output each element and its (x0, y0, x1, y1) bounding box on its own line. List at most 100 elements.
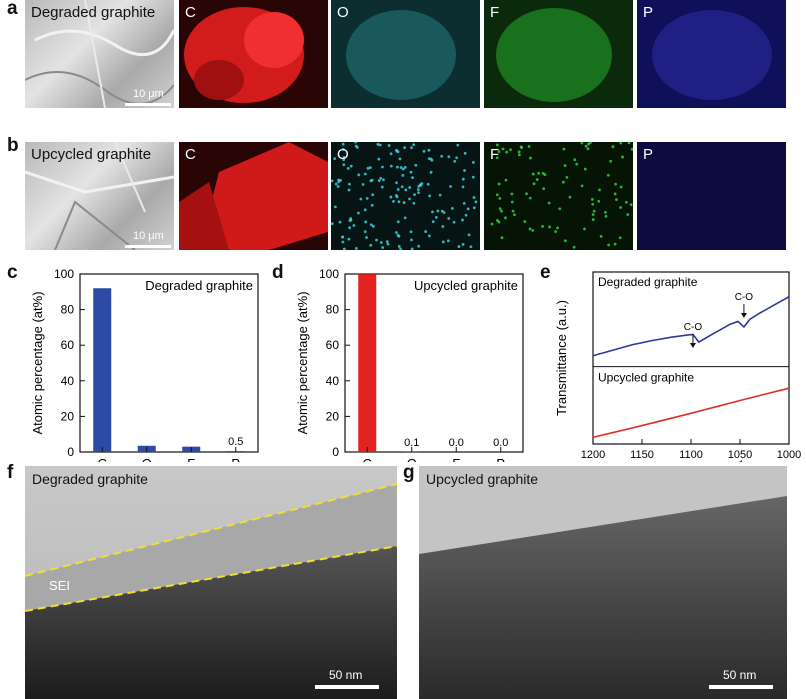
bar-chart-upcycled: 0 20 40 60 80 100 C O 0.1 F 0.0 P 0.0 Upcycled graphi… (295, 267, 524, 462)
plot-frame (344, 273, 524, 453)
edx-dot (429, 170, 433, 174)
edx-dot (471, 161, 475, 164)
edx-map-f-upcycled: F (484, 142, 633, 250)
annotation-label: C-O (735, 292, 754, 303)
edx-dot (342, 155, 346, 159)
edx-dot (528, 227, 532, 231)
edx-dot (619, 185, 623, 189)
y-axis-label: Atomic percentage (at%) (30, 291, 45, 434)
annotation-arrowhead (740, 313, 747, 318)
edx-dot (341, 240, 345, 244)
edx-dot (377, 157, 381, 161)
edx-dot (591, 218, 595, 221)
edx-dot (363, 208, 367, 212)
edx-dot (438, 193, 442, 197)
edx-dot (621, 155, 624, 159)
edx-dot (357, 211, 360, 215)
edx-dot (513, 213, 516, 217)
x-tick-label: F (452, 456, 460, 462)
edx-dot (364, 220, 368, 224)
edx-dot (354, 247, 358, 250)
edx-map-c-degraded: C (179, 0, 328, 108)
edx-dot (403, 216, 407, 220)
edx-dot (505, 150, 509, 154)
edx-dot (409, 170, 413, 174)
edx-dot (399, 166, 403, 169)
edx-dot (587, 142, 590, 146)
edx-dot (387, 144, 391, 147)
edx-dot (369, 223, 373, 227)
sem-label-degraded: Degraded graphite (31, 4, 156, 21)
x-tick-label: O (407, 456, 417, 462)
edx-dot (504, 216, 507, 220)
edx-dot (554, 230, 557, 233)
edx-dot (396, 165, 399, 169)
edx-dot (565, 176, 569, 179)
edx-dot (603, 210, 607, 214)
bar-c (93, 288, 112, 452)
edx-dot (354, 142, 357, 144)
edx-dot (386, 242, 390, 246)
y-tick-label: 20 (326, 409, 340, 423)
edx-dot (504, 178, 508, 182)
edx-dot (427, 148, 431, 152)
edx-dot (348, 226, 352, 230)
edx-dot (613, 242, 617, 246)
x-tick-label: C (98, 456, 107, 462)
edx-dot (547, 201, 551, 205)
edx-dot (523, 220, 527, 223)
edx-dot (401, 167, 405, 171)
edx-dot (591, 202, 595, 206)
edx-dot (395, 149, 399, 153)
edx-dot (341, 147, 345, 151)
edx-dot (369, 243, 373, 247)
edx-dot (363, 172, 367, 176)
edx-dot (441, 240, 445, 244)
edx-dot (629, 203, 633, 207)
edx-dot (592, 209, 596, 213)
edx-dot (614, 182, 617, 186)
edx-dot (412, 201, 416, 205)
x-axis-label: Wavenumber (cm-1) (634, 459, 748, 462)
edx-dot (422, 149, 426, 153)
panel-label-g: g (403, 462, 415, 483)
edx-dot (500, 209, 503, 213)
edx-dot (464, 213, 468, 217)
edx-dot (495, 156, 499, 160)
edx-dot (583, 227, 586, 231)
edx-dot (583, 167, 587, 171)
data-label: 0.1 (404, 437, 419, 449)
edx-dot (431, 210, 434, 214)
y-tick-label: 60 (326, 338, 340, 352)
edx-dot (365, 236, 368, 239)
edx-dot (361, 183, 365, 186)
edx-dot (619, 206, 622, 209)
scale-bar-label: 10 μm (133, 88, 164, 100)
edx-dot (606, 173, 610, 177)
map-label-o: O (337, 146, 349, 163)
edx-dot (412, 143, 416, 147)
panel-label-c: c (7, 262, 18, 283)
edx-dot (377, 179, 381, 183)
edx-dot (336, 185, 340, 188)
edx-dot (447, 155, 451, 159)
edx-dot (380, 185, 384, 189)
edx-dot (474, 200, 478, 204)
data-label: 0.5 (228, 436, 243, 448)
edx-dot (541, 171, 545, 175)
edx-dot (517, 150, 521, 154)
edx-dot (604, 214, 608, 218)
edx-dot (334, 182, 338, 186)
edx-dot (331, 222, 334, 226)
panel-label-e: e (540, 262, 551, 283)
edx-dot (531, 172, 535, 176)
edx-dot (346, 166, 350, 170)
edx-dot (376, 142, 380, 146)
edx-dot (411, 176, 414, 180)
tem-label-degraded: Degraded graphite (32, 471, 148, 487)
edx-dot (394, 194, 398, 197)
edx-dot (500, 236, 504, 240)
edx-dot (627, 142, 631, 145)
edx-dot (630, 147, 633, 151)
x-tick-label: 1000 (777, 449, 801, 461)
